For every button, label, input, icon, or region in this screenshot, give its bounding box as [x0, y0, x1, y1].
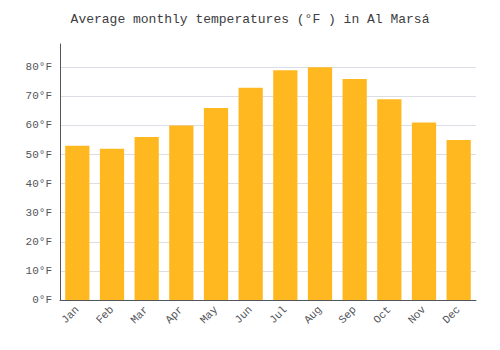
svg-text:Feb: Feb [94, 304, 116, 326]
svg-text:May: May [198, 303, 221, 326]
svg-text:50°F: 50°F [26, 149, 52, 161]
svg-text:0°F: 0°F [32, 294, 52, 306]
svg-text:Apr: Apr [163, 304, 185, 326]
svg-text:10°F: 10°F [26, 265, 52, 277]
svg-text:Jun: Jun [232, 304, 254, 326]
svg-text:60°F: 60°F [26, 119, 52, 131]
svg-text:Mar: Mar [128, 304, 150, 326]
svg-text:30°F: 30°F [26, 207, 52, 219]
svg-text:70°F: 70°F [26, 90, 52, 102]
svg-text:20°F: 20°F [26, 236, 52, 248]
svg-text:Nov: Nov [406, 303, 429, 326]
svg-text:80°F: 80°F [26, 61, 52, 73]
svg-text:Sep: Sep [336, 304, 358, 326]
svg-text:Average monthly temperatures (: Average monthly temperatures (°F ) in Al… [71, 12, 430, 27]
svg-text:Jan: Jan [59, 304, 81, 326]
svg-text:Jul: Jul [267, 304, 289, 326]
svg-text:Oct: Oct [371, 304, 393, 326]
svg-text:40°F: 40°F [26, 178, 52, 190]
svg-text:Aug: Aug [302, 304, 324, 326]
svg-text:Dec: Dec [440, 304, 462, 326]
